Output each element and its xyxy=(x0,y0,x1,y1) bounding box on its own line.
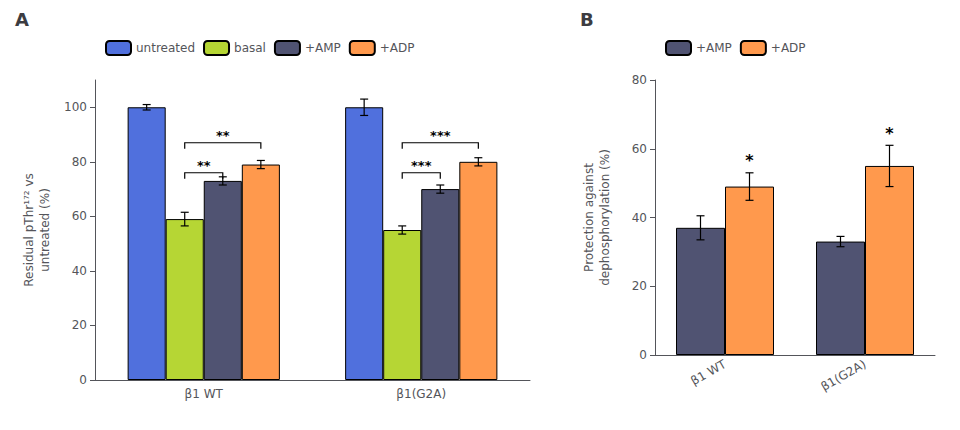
svg-text:*: * xyxy=(745,151,754,170)
svg-text:B: B xyxy=(580,9,594,30)
svg-text:40: 40 xyxy=(72,264,87,278)
svg-text:40: 40 xyxy=(632,211,647,225)
svg-text:***: *** xyxy=(430,128,451,143)
svg-text:**: ** xyxy=(216,128,230,143)
svg-text:+ADP: +ADP xyxy=(771,41,806,55)
svg-text:***: *** xyxy=(411,158,432,173)
svg-text:basal: basal xyxy=(234,41,266,55)
svg-text:Residual pThr¹⁷² vs: Residual pThr¹⁷² vs xyxy=(22,173,36,287)
svg-text:A: A xyxy=(15,9,29,30)
svg-text:β1(G2A): β1(G2A) xyxy=(818,357,868,394)
svg-text:60: 60 xyxy=(632,142,647,156)
svg-text:**: ** xyxy=(197,158,211,173)
svg-text:60: 60 xyxy=(72,209,87,223)
svg-text:+ADP: +ADP xyxy=(380,41,415,55)
svg-text:20: 20 xyxy=(632,279,647,293)
svg-text:untreated (%): untreated (%) xyxy=(38,188,52,272)
svg-text:80: 80 xyxy=(632,73,647,87)
svg-text:0: 0 xyxy=(79,373,87,387)
svg-text:80: 80 xyxy=(72,155,87,169)
svg-text:dephosphorylation (%): dephosphorylation (%) xyxy=(598,149,612,286)
svg-text:β1(G2A): β1(G2A) xyxy=(396,387,446,401)
svg-text:β1 WT: β1 WT xyxy=(688,357,729,389)
svg-text:+AMP: +AMP xyxy=(305,41,341,55)
svg-text:*: * xyxy=(885,124,894,143)
svg-text:100: 100 xyxy=(64,100,87,114)
svg-text:Protection against: Protection against xyxy=(582,163,596,272)
svg-text:20: 20 xyxy=(72,318,87,332)
svg-text:0: 0 xyxy=(639,348,647,362)
svg-text:β1 WT: β1 WT xyxy=(185,387,224,401)
svg-text:+AMP: +AMP xyxy=(696,41,732,55)
svg-text:untreated: untreated xyxy=(136,41,195,55)
